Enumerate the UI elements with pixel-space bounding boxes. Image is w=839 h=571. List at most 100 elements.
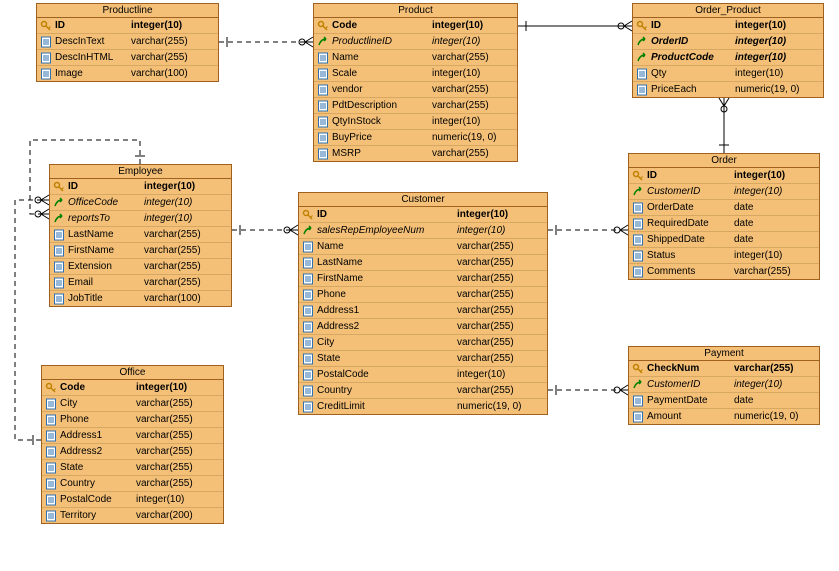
column-type: varchar(255) [144,229,229,240]
column-icon [39,36,53,48]
entity-customer: CustomerIDinteger(10)salesRepEmployeeNum… [298,192,548,415]
column-type: integer(10) [457,369,545,380]
entity-column-row: Phonevarchar(255) [42,412,223,428]
column-icon [631,411,645,423]
entity-column-row: Imagevarchar(100) [37,66,218,81]
entity-column-row: Cityvarchar(255) [42,396,223,412]
entity-column-row: Address1varchar(255) [299,303,547,319]
entity-header: Productline [37,4,218,18]
entity-column-row: MSRPvarchar(255) [314,146,517,161]
entity-column-row: OfficeCodeinteger(10) [50,195,231,211]
column-type: integer(10) [735,20,821,31]
entity-column-row: FirstNamevarchar(255) [299,271,547,287]
column-type: varchar(255) [457,385,545,396]
column-name: CreditLimit [317,401,457,412]
column-name: ID [55,20,131,31]
entity-column-row: DescInTextvarchar(255) [37,34,218,50]
column-name: OrderID [651,36,735,47]
column-icon [316,116,330,128]
column-type: integer(10) [144,213,229,224]
column-name: ID [68,181,144,192]
column-icon [301,321,315,333]
column-type: varchar(200) [136,510,221,521]
entity-column-row: reportsTointeger(10) [50,211,231,227]
column-name: Comments [647,266,734,277]
column-name: State [317,353,457,364]
entity-order_product: Order_ProductIDinteger(10)OrderIDinteger… [632,3,824,98]
column-name: Name [317,241,457,252]
column-name: ID [651,20,735,31]
entity-column-row: JobTitlevarchar(100) [50,291,231,306]
column-type: integer(10) [136,494,221,505]
column-name: PdtDescription [332,100,432,111]
column-name: LastName [317,257,457,268]
column-name: City [60,398,136,409]
column-type: varchar(100) [131,68,216,79]
column-name: CustomerID [647,379,734,390]
column-type: integer(10) [457,209,545,220]
column-type: varchar(255) [457,337,545,348]
column-type: varchar(255) [144,261,229,272]
entity-column-row: Address1varchar(255) [42,428,223,444]
column-type: varchar(255) [136,430,221,441]
column-name: vendor [332,84,432,95]
entity-column-row: ShippedDatedate [629,232,819,248]
entity-column-row: Statevarchar(255) [42,460,223,476]
column-name: Address1 [317,305,457,316]
entity-column-row: PostalCodeinteger(10) [42,492,223,508]
column-type: varchar(255) [432,148,515,159]
key-icon [631,363,645,375]
column-icon [631,218,645,230]
column-name: DescInText [55,36,131,47]
column-icon [301,257,315,269]
column-icon [301,369,315,381]
entity-column-row: OrderIDinteger(10) [633,34,823,50]
entity-header: Office [42,366,223,380]
column-name: PostalCode [317,369,457,380]
entity-order: OrderIDinteger(10)CustomerIDinteger(10)O… [628,153,820,280]
column-name: Scale [332,68,432,79]
column-type: varchar(255) [136,478,221,489]
entity-header: Product [314,4,517,18]
entity-column-row: LastNamevarchar(255) [50,227,231,243]
entity-header: Employee [50,165,231,179]
entity-column-row: IDinteger(10) [633,18,823,34]
column-type: integer(10) [734,250,817,261]
column-name: reportsTo [68,213,144,224]
column-icon [301,337,315,349]
entity-header: Payment [629,347,819,361]
column-type: varchar(255) [457,289,545,300]
column-type: integer(10) [734,379,817,390]
entity-column-row: PdtDescriptionvarchar(255) [314,98,517,114]
column-type: integer(10) [432,36,515,47]
entity-column-row: OrderDatedate [629,200,819,216]
key-icon [301,209,315,221]
column-type: varchar(255) [131,36,216,47]
column-icon [631,250,645,262]
key-icon [316,20,330,32]
column-name: OrderDate [647,202,734,213]
column-name: PaymentDate [647,395,734,406]
column-name: Qty [651,68,735,79]
column-type: integer(10) [734,186,817,197]
column-type: varchar(255) [136,446,221,457]
column-type: varchar(255) [432,84,515,95]
column-name: Image [55,68,131,79]
column-type: varchar(255) [432,52,515,63]
entity-column-row: Namevarchar(255) [299,239,547,255]
entity-column-row: BuyPricenumeric(19, 0) [314,130,517,146]
entity-column-row: IDinteger(10) [37,18,218,34]
column-name: FirstName [317,273,457,284]
column-icon [631,395,645,407]
column-name: Country [60,478,136,489]
column-icon [44,430,58,442]
column-icon [316,68,330,80]
entity-column-row: PostalCodeinteger(10) [299,367,547,383]
column-name: Amount [647,411,734,422]
entity-column-row: CustomerIDinteger(10) [629,377,819,393]
key-icon [635,20,649,32]
foreign-key-icon [635,36,649,48]
column-type: varchar(100) [144,293,229,304]
entity-column-row: QtyInStockinteger(10) [314,114,517,130]
column-icon [635,68,649,80]
